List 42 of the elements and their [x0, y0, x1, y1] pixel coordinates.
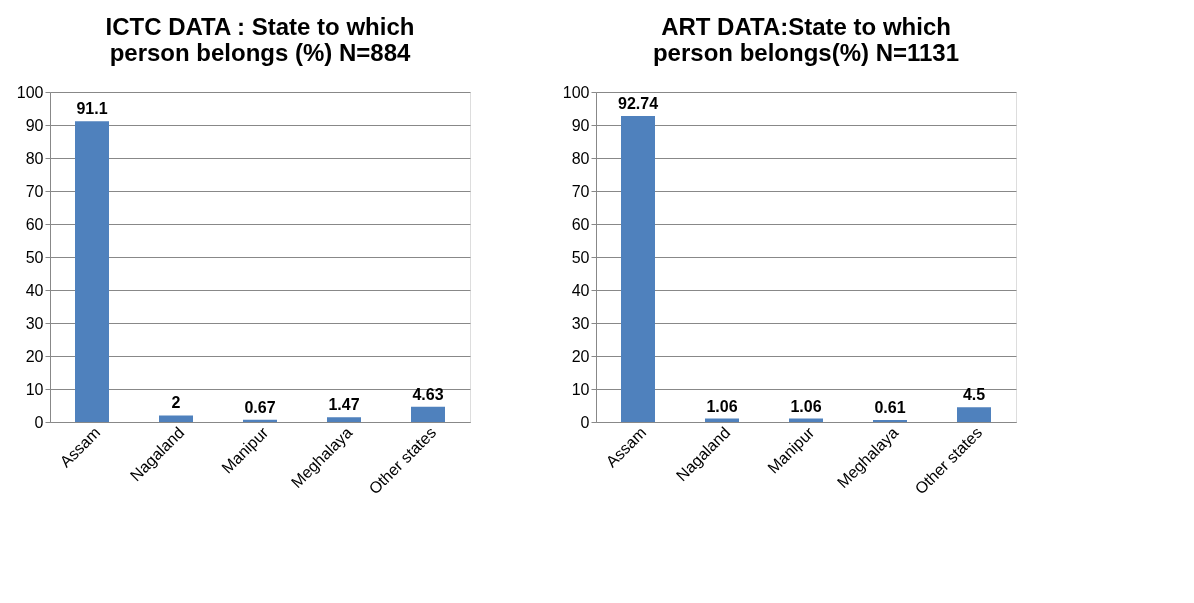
- data-label: 0.61: [874, 398, 906, 416]
- y-tick-label: 40: [571, 281, 590, 299]
- y-tick-label: 100: [16, 83, 44, 101]
- y-tick-label: 70: [25, 182, 44, 200]
- y-tick-label: 0: [34, 413, 44, 431]
- y-tick-label: 60: [571, 215, 590, 233]
- y-tick-label: 30: [25, 314, 44, 332]
- data-label: 4.63: [412, 385, 444, 403]
- y-tick-label: 90: [25, 116, 44, 134]
- data-label: 2: [171, 394, 181, 412]
- y-tick-label: 70: [571, 182, 590, 200]
- y-tick-label: 80: [571, 149, 590, 167]
- data-label: 1.47: [328, 396, 360, 414]
- bar: [159, 415, 193, 422]
- bar: [621, 115, 655, 422]
- y-tick-label: 60: [25, 215, 44, 233]
- y-tick-label: 90: [571, 116, 590, 134]
- chart-title: ICTC DATA : State to which person belongs (%) N=884: [105, 13, 415, 66]
- bar: [327, 417, 361, 422]
- y-tick-label: 10: [25, 380, 44, 398]
- y-tick-label: 50: [25, 248, 44, 266]
- y-tick-label: 50: [571, 248, 590, 266]
- data-label: 91.1: [76, 100, 108, 118]
- data-label: 4.5: [962, 386, 986, 404]
- chart-title: ART DATA:State to which person belongs(%) N=1131: [652, 13, 960, 66]
- y-tick-label: 0: [580, 413, 590, 431]
- y-tick-label: 80: [25, 149, 44, 167]
- data-label: 0.67: [244, 398, 276, 416]
- y-tick-label: 20: [25, 347, 44, 365]
- y-tick-label: 20: [571, 347, 590, 365]
- bar: [411, 406, 445, 422]
- y-tick-label: 10: [571, 380, 590, 398]
- bar: [873, 419, 907, 422]
- data-label: 1.06: [790, 397, 822, 415]
- y-tick-label: 30: [571, 314, 590, 332]
- bar: [243, 419, 277, 422]
- y-tick-label: 40: [25, 281, 44, 299]
- bar: [75, 121, 109, 422]
- data-label: 92.74: [617, 94, 659, 112]
- bar: [957, 407, 991, 422]
- y-tick-label: 100: [562, 83, 590, 101]
- data-label: 1.06: [706, 397, 738, 415]
